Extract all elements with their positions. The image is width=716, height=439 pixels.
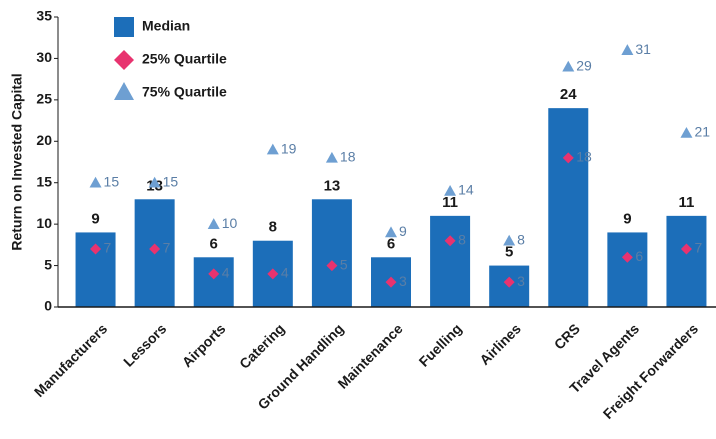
median-label: 24 bbox=[560, 86, 577, 103]
legend-swatch bbox=[114, 17, 134, 37]
quartile-label: 18 bbox=[576, 149, 592, 165]
median-label: 9 bbox=[623, 210, 631, 227]
quartile-label: 8 bbox=[517, 231, 525, 247]
y-tick-label: 10 bbox=[36, 215, 52, 231]
median-label: 9 bbox=[91, 210, 99, 227]
legend-label: 25% Quartile bbox=[142, 51, 227, 67]
triangle-marker bbox=[325, 151, 338, 163]
bar bbox=[193, 257, 234, 307]
y-tick-label: 20 bbox=[36, 132, 52, 148]
triangle-marker bbox=[503, 234, 516, 246]
y-tick-label: 25 bbox=[36, 91, 52, 107]
quartile-label: 3 bbox=[399, 273, 407, 289]
x-tick-label: Catering bbox=[236, 320, 287, 371]
bar bbox=[607, 232, 648, 307]
quartile-label: 29 bbox=[576, 57, 592, 73]
x-tick-label: Airports bbox=[179, 320, 229, 370]
diamond-marker bbox=[267, 268, 279, 280]
median-label: 11 bbox=[442, 194, 458, 211]
triangle-marker bbox=[207, 218, 220, 229]
x-tick-label: Manufacturers bbox=[31, 320, 111, 400]
diamond-marker bbox=[90, 243, 102, 255]
y-axis-label: Return on Invested Capital bbox=[9, 73, 25, 250]
quartile-label: 4 bbox=[222, 265, 230, 281]
legend-label: 75% Quartile bbox=[142, 84, 227, 100]
y-tick-label: 15 bbox=[36, 173, 52, 189]
triangle-marker bbox=[444, 185, 457, 196]
quartile-label: 4 bbox=[281, 265, 289, 281]
quartile-label: 10 bbox=[222, 215, 238, 231]
quartile-label: 3 bbox=[517, 273, 525, 289]
median-label: 11 bbox=[679, 194, 695, 211]
legend-swatch bbox=[114, 82, 134, 100]
quartile-label: 15 bbox=[104, 173, 120, 189]
y-tick-label: 5 bbox=[44, 256, 52, 272]
diamond-marker bbox=[562, 152, 574, 164]
bar bbox=[430, 215, 471, 307]
triangle-marker bbox=[562, 60, 575, 72]
median-label: 13 bbox=[324, 177, 341, 194]
median-label: 6 bbox=[210, 235, 218, 252]
legend-swatch bbox=[114, 50, 134, 70]
legend-label: Median bbox=[142, 18, 190, 34]
triangle-marker bbox=[385, 226, 397, 238]
quartile-label: 19 bbox=[281, 140, 297, 156]
median-label: 5 bbox=[505, 244, 513, 261]
triangle-marker bbox=[680, 127, 693, 138]
quartile-label: 21 bbox=[694, 124, 710, 140]
median-label: 8 bbox=[269, 219, 277, 236]
diamond-marker bbox=[326, 260, 338, 272]
bar bbox=[548, 108, 589, 308]
quartile-label: 31 bbox=[635, 41, 651, 57]
diamond-marker bbox=[208, 268, 220, 280]
quartile-label: 8 bbox=[458, 231, 466, 247]
x-tick-label: Fuelling bbox=[416, 320, 465, 369]
quartile-label: 18 bbox=[340, 149, 356, 165]
quartile-label: 7 bbox=[694, 240, 702, 256]
quartile-label: 9 bbox=[399, 223, 407, 239]
diamond-marker bbox=[503, 276, 515, 288]
quartile-label: 5 bbox=[340, 256, 348, 272]
quartile-label: 15 bbox=[163, 173, 179, 189]
x-tick-label: CRS bbox=[551, 320, 583, 352]
bar bbox=[311, 199, 352, 307]
quartile-label: 7 bbox=[104, 240, 112, 256]
triangle-marker bbox=[148, 176, 161, 188]
x-tick-label: Airlines bbox=[476, 320, 524, 368]
bar bbox=[666, 215, 707, 307]
median-label: 6 bbox=[387, 235, 395, 252]
quartile-label: 7 bbox=[163, 240, 171, 256]
y-tick-label: 35 bbox=[36, 8, 52, 24]
triangle-marker bbox=[266, 143, 279, 155]
x-tick-label: Lessors bbox=[120, 320, 169, 369]
triangle-marker bbox=[621, 44, 634, 55]
y-tick-label: 30 bbox=[36, 49, 52, 65]
diamond-marker bbox=[621, 251, 633, 263]
diamond-marker bbox=[680, 243, 692, 255]
diamond-marker bbox=[385, 276, 397, 288]
quartile-label: 14 bbox=[458, 182, 474, 198]
quartile-label: 6 bbox=[635, 248, 643, 264]
diamond-marker bbox=[444, 235, 456, 247]
triangle-marker bbox=[89, 176, 102, 188]
y-tick-label: 0 bbox=[44, 298, 52, 314]
diamond-marker bbox=[149, 243, 161, 255]
